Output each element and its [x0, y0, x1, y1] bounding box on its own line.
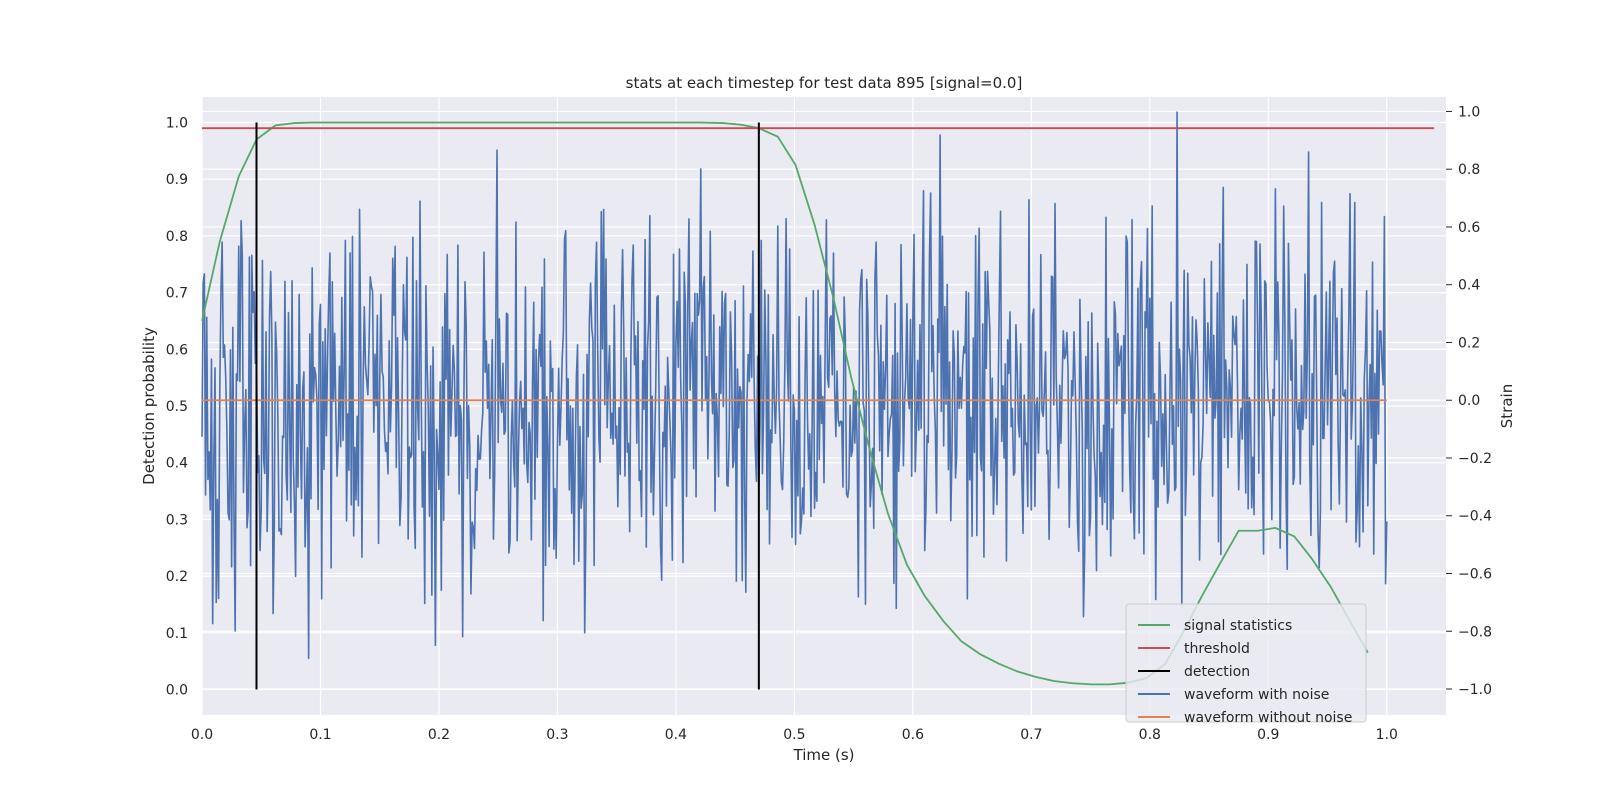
legend: signal statistics threshold detection wavef… — [1125, 603, 1367, 726]
y2-tick-label: 0.4 — [1458, 278, 1480, 294]
x-axis-title: Time (s) — [793, 746, 855, 764]
legend-label: waveform without noise — [1184, 710, 1352, 726]
axis-ticks: 0.0 0.1 0.2 0.3 0.4 0.5 0.6 0.7 0.8 0.9 1.0 0.0 0.1 0… — [166, 104, 1492, 743]
y-tick-label: 0.7 — [166, 286, 188, 302]
x-tick-label: 0.1 — [309, 727, 331, 743]
y2-tick-label: 0.2 — [1458, 335, 1480, 351]
legend-label: waveform with noise — [1184, 687, 1329, 703]
y2-tick-label: 0.8 — [1458, 162, 1480, 178]
y2-tick-label: −0.6 — [1458, 566, 1492, 582]
x-tick-label: 0.9 — [1257, 727, 1279, 743]
y-tick-label: 1.0 — [166, 116, 188, 132]
x-tick-label: 0.2 — [428, 727, 450, 743]
x-tick-label: 0.7 — [1020, 727, 1042, 743]
x-tick-label: 0.0 — [191, 727, 213, 743]
y-tick-label: 0.2 — [166, 569, 188, 585]
chart-title: stats at each timestep for test data 895… — [626, 74, 1023, 92]
y2-axis-title: Strain — [1498, 384, 1516, 428]
x-tick-label: 0.4 — [665, 727, 687, 743]
series-signal-statistics — [201, 121, 1369, 686]
y2-tick-label: −0.4 — [1458, 509, 1492, 525]
y2-tick-label: −0.8 — [1458, 624, 1492, 640]
y2-tick-label: −0.2 — [1458, 451, 1492, 467]
series-waveform-with-noise — [201, 111, 1388, 660]
y-axis-title: Detection probability — [140, 327, 158, 485]
y-tick-label: 0.4 — [166, 456, 188, 472]
x-tick-label: 0.3 — [546, 727, 568, 743]
legend-label: signal statistics — [1184, 618, 1292, 634]
y2-tick-label: 0.6 — [1458, 220, 1480, 236]
y2-tick-label: 0.0 — [1458, 393, 1480, 409]
legend-label: detection — [1184, 664, 1250, 680]
x-tick-label: 0.8 — [1139, 727, 1161, 743]
x-tick-label: 1.0 — [1376, 727, 1398, 743]
x-tick-label: 0.5 — [783, 727, 805, 743]
y2-tick-label: 1.0 — [1458, 104, 1480, 120]
y-tick-label: 0.8 — [166, 229, 188, 245]
y-tick-label: 0.6 — [166, 342, 188, 358]
y2-tick-label: −1.0 — [1458, 682, 1492, 698]
y-tick-label: 0.0 — [166, 682, 188, 698]
x-tick-label: 0.6 — [902, 727, 924, 743]
series-layer — [201, 111, 1435, 690]
legend-label: threshold — [1184, 641, 1250, 657]
y-tick-label: 0.3 — [166, 512, 188, 528]
y-tick-label: 0.9 — [166, 172, 188, 188]
legend-box — [1125, 603, 1367, 723]
y-tick-label: 0.5 — [166, 399, 188, 415]
y-tick-label: 0.1 — [166, 626, 188, 642]
